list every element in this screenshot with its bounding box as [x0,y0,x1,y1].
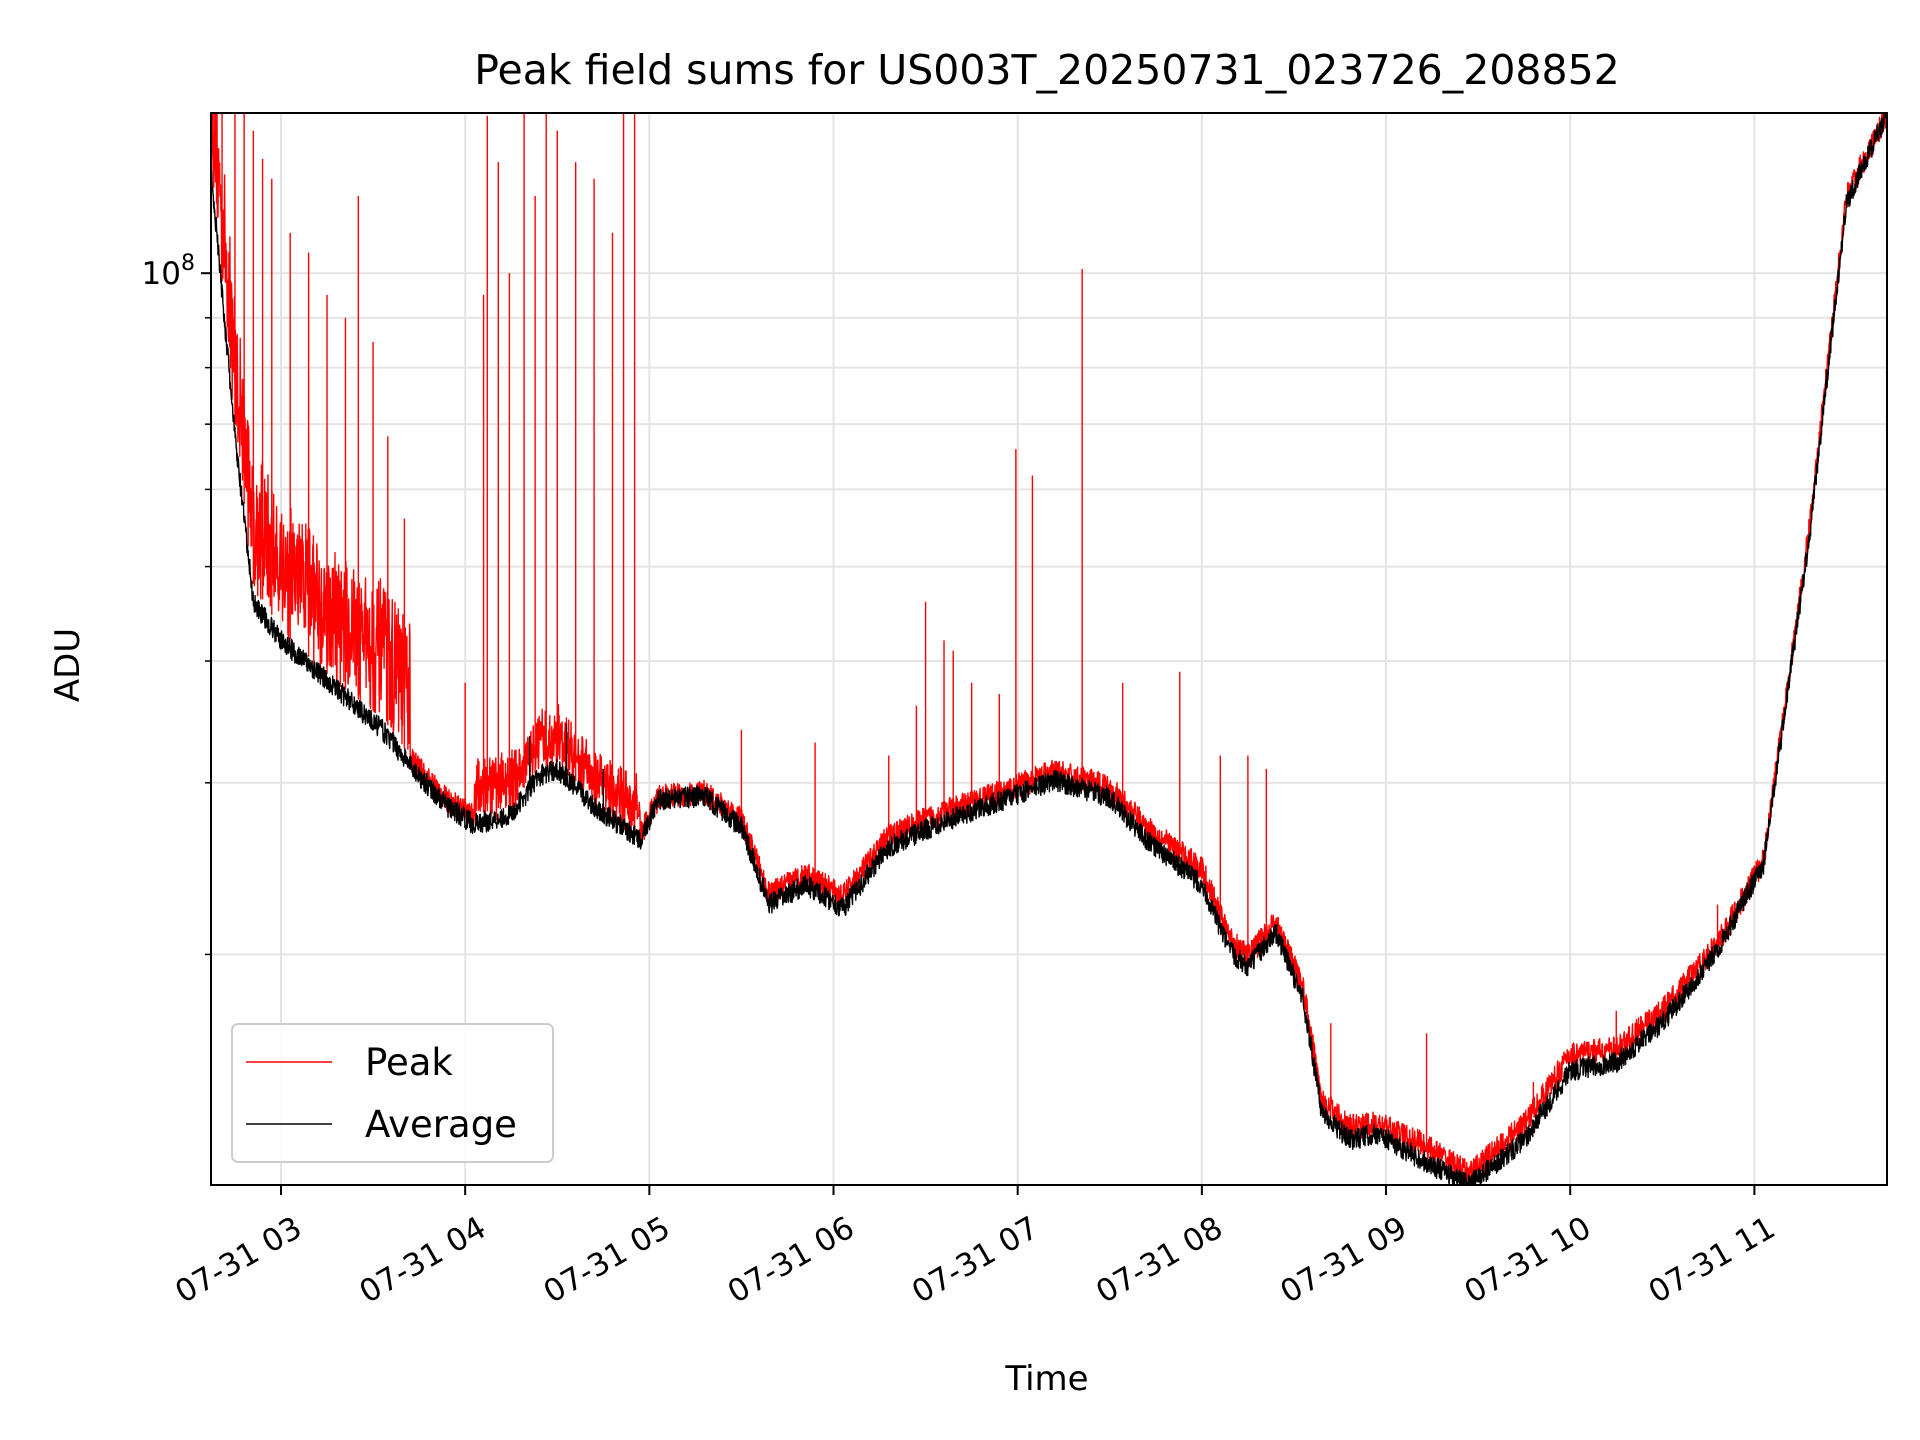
legend-average-label: Average [365,1103,517,1146]
legend-peak-label: Peak [365,1041,453,1084]
x-axis-label: Time [1004,1359,1088,1399]
legend: Peak Average [231,1023,554,1163]
y-axis-label: ADU [48,628,88,702]
plot-frame [210,112,1888,1186]
y-tick-label: 108 [142,251,195,292]
legend-box [231,1023,554,1163]
average-series-line [211,113,1887,1185]
series-layer [211,113,1887,1185]
chart-title: Peak field sums for US003T_20250731_0237… [474,46,1620,94]
